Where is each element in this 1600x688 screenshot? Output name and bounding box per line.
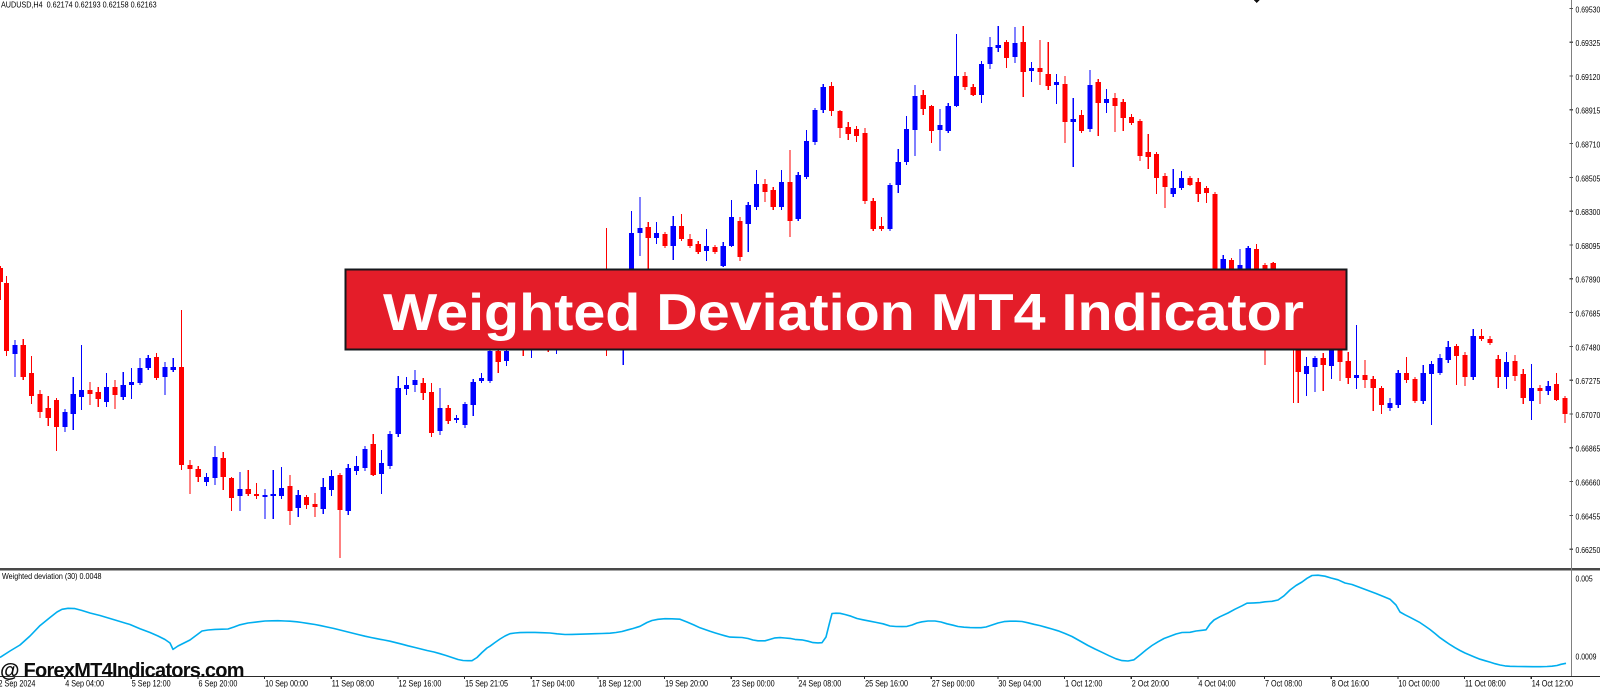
svg-text:0.68505: 0.68505 bbox=[1576, 174, 1600, 184]
svg-text:4 Sep 04:00: 4 Sep 04:00 bbox=[65, 677, 104, 688]
svg-text:25 Sep 16:00: 25 Sep 16:00 bbox=[865, 677, 908, 688]
svg-text:19 Sep 20:00: 19 Sep 20:00 bbox=[665, 677, 708, 688]
svg-text:2 Sep 2024: 2 Sep 2024 bbox=[0, 677, 36, 688]
svg-text:0.69530: 0.69530 bbox=[1576, 5, 1600, 15]
svg-text:0.67480: 0.67480 bbox=[1576, 343, 1600, 353]
svg-text:0.68300: 0.68300 bbox=[1576, 207, 1600, 217]
svg-text:5 Sep 12:00: 5 Sep 12:00 bbox=[132, 677, 171, 688]
svg-text:Weighted Deviation MT4 Indicat: Weighted Deviation MT4 Indicator bbox=[383, 284, 1304, 342]
svg-text:11 Oct 08:00: 11 Oct 08:00 bbox=[1465, 677, 1506, 688]
svg-text:11 Sep 08:00: 11 Sep 08:00 bbox=[332, 677, 375, 688]
svg-text:0.67070: 0.67070 bbox=[1576, 410, 1600, 420]
svg-text:Weighted deviation (30) 0.0048: Weighted deviation (30) 0.0048 bbox=[2, 572, 101, 581]
svg-text:0.67685: 0.67685 bbox=[1576, 309, 1600, 319]
svg-text:0.69120: 0.69120 bbox=[1576, 72, 1600, 82]
svg-text:0.68915: 0.68915 bbox=[1576, 106, 1600, 116]
svg-text:10 Sep 00:00: 10 Sep 00:00 bbox=[265, 677, 308, 688]
svg-text:24 Sep 08:00: 24 Sep 08:00 bbox=[798, 677, 841, 688]
svg-text:8 Oct 16:00: 8 Oct 16:00 bbox=[1332, 677, 1370, 688]
svg-text:0.66660: 0.66660 bbox=[1576, 478, 1600, 488]
svg-text:6 Sep 20:00: 6 Sep 20:00 bbox=[199, 677, 238, 688]
svg-text:0.67890: 0.67890 bbox=[1576, 275, 1600, 285]
svg-text:18 Sep 12:00: 18 Sep 12:00 bbox=[598, 677, 641, 688]
svg-text:0.66250: 0.66250 bbox=[1576, 545, 1600, 555]
svg-text:14 Oct 12:00: 14 Oct 12:00 bbox=[1532, 677, 1574, 688]
svg-text:0.005: 0.005 bbox=[1576, 574, 1593, 584]
svg-text:0.68095: 0.68095 bbox=[1576, 241, 1600, 251]
svg-text:4 Oct 04:00: 4 Oct 04:00 bbox=[1198, 677, 1236, 688]
svg-text:23 Sep 00:00: 23 Sep 00:00 bbox=[732, 677, 775, 688]
svg-text:AUDUSD,H4 0.62174 0.62193 0.6: AUDUSD,H4 0.62174 0.62193 0.62158 0.6216… bbox=[1, 0, 157, 9]
svg-text:30 Sep 04:00: 30 Sep 04:00 bbox=[998, 677, 1041, 688]
svg-text:0.69325: 0.69325 bbox=[1576, 38, 1600, 48]
svg-text:0.68710: 0.68710 bbox=[1576, 140, 1600, 150]
svg-text:0.67275: 0.67275 bbox=[1576, 376, 1600, 386]
svg-text:12 Sep 16:00: 12 Sep 16:00 bbox=[399, 677, 442, 688]
svg-text:27 Sep 00:00: 27 Sep 00:00 bbox=[932, 677, 975, 688]
svg-text:0.66455: 0.66455 bbox=[1576, 512, 1600, 522]
svg-text:2 Oct 20:00: 2 Oct 20:00 bbox=[1132, 677, 1170, 688]
svg-text:17 Sep 04:00: 17 Sep 04:00 bbox=[532, 677, 575, 688]
svg-text:@ ForexMT4Indicators.com: @ ForexMT4Indicators.com bbox=[0, 660, 244, 682]
svg-text:15 Sep 21:05: 15 Sep 21:05 bbox=[465, 677, 508, 688]
svg-text:0.0009: 0.0009 bbox=[1576, 652, 1597, 662]
svg-text:7 Oct 08:00: 7 Oct 08:00 bbox=[1265, 677, 1303, 688]
svg-text:0.66865: 0.66865 bbox=[1576, 444, 1600, 454]
svg-text:1 Oct 12:00: 1 Oct 12:00 bbox=[1065, 677, 1103, 688]
svg-text:10 Oct 00:00: 10 Oct 00:00 bbox=[1398, 677, 1440, 688]
